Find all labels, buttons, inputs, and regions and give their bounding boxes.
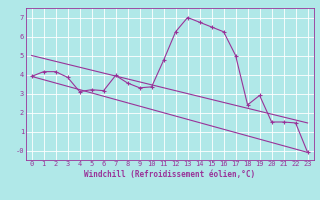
X-axis label: Windchill (Refroidissement éolien,°C): Windchill (Refroidissement éolien,°C) <box>84 170 255 179</box>
